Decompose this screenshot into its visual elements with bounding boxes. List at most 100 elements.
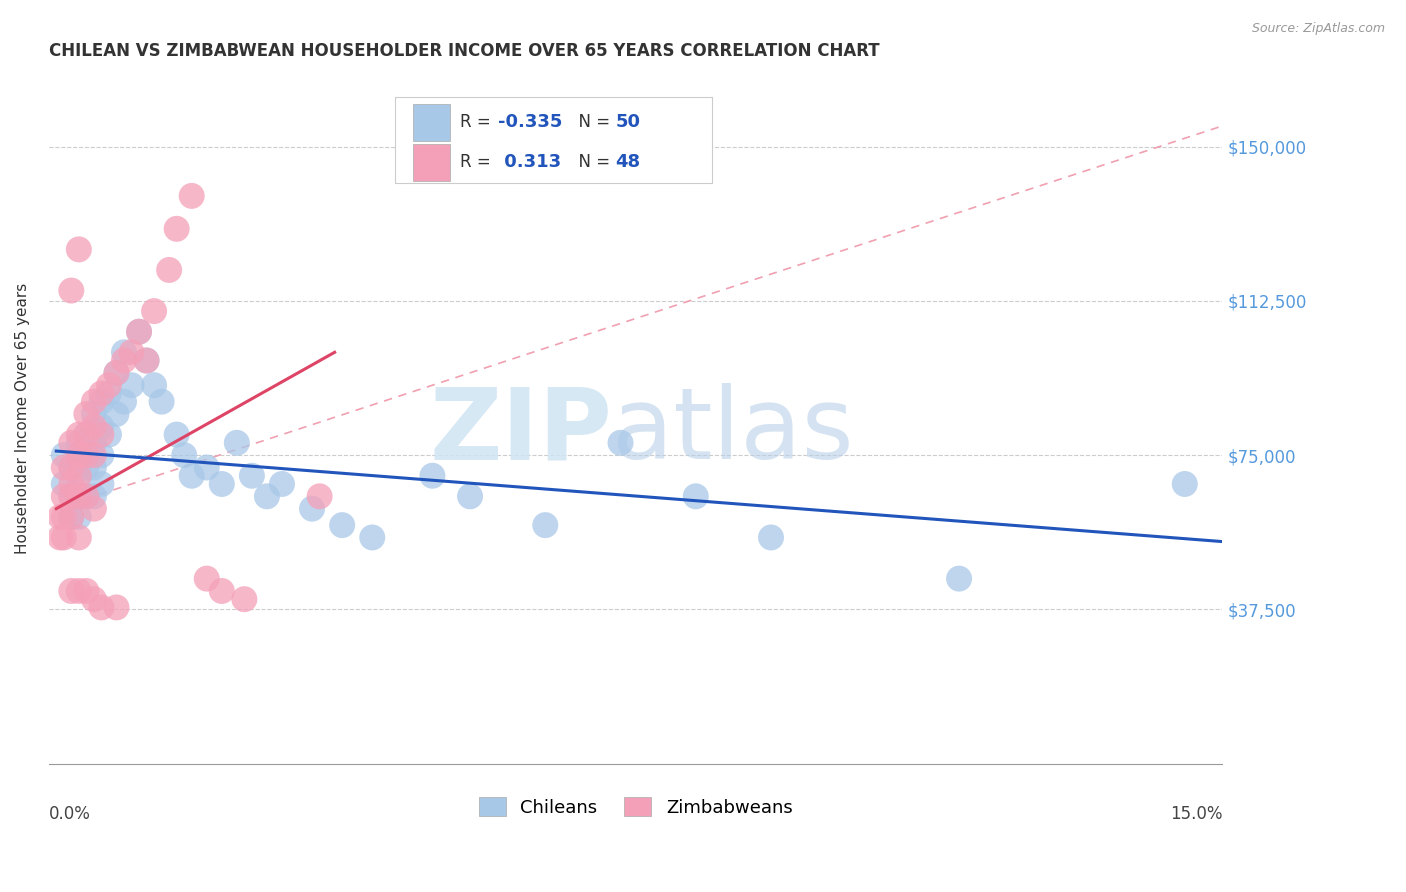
Point — [67, 427, 90, 442]
Point — [67, 531, 90, 545]
Point — [150, 394, 173, 409]
Point — [60, 489, 83, 503]
Text: 15.0%: 15.0% — [1170, 805, 1222, 823]
Point — [83, 435, 105, 450]
Text: CHILEAN VS ZIMBABWEAN HOUSEHOLDER INCOME OVER 65 YEARS CORRELATION CHART: CHILEAN VS ZIMBABWEAN HOUSEHOLDER INCOME… — [49, 42, 879, 60]
Point — [97, 427, 120, 442]
Point — [67, 509, 90, 524]
Text: N =: N = — [568, 113, 614, 131]
Point — [105, 366, 128, 380]
Text: ZIP: ZIP — [429, 384, 612, 481]
Point — [83, 394, 105, 409]
Point — [195, 460, 218, 475]
Point — [135, 353, 157, 368]
Point — [83, 489, 105, 503]
FancyBboxPatch shape — [412, 104, 450, 141]
Point — [1174, 477, 1197, 491]
Point — [60, 460, 83, 475]
Point — [422, 468, 444, 483]
Point — [685, 489, 707, 503]
Point — [52, 460, 75, 475]
Point — [225, 435, 247, 450]
Point — [180, 189, 202, 203]
Point — [67, 435, 90, 450]
Point — [90, 427, 112, 442]
Point — [128, 325, 150, 339]
Text: 50: 50 — [616, 113, 641, 131]
Point — [75, 407, 97, 421]
Point — [67, 489, 90, 503]
Point — [121, 345, 143, 359]
Point — [195, 572, 218, 586]
Y-axis label: Householder Income Over 65 years: Householder Income Over 65 years — [15, 283, 30, 554]
Point — [52, 489, 75, 503]
Point — [52, 477, 75, 491]
Point — [534, 518, 557, 533]
Point — [948, 572, 970, 586]
Point — [240, 468, 263, 483]
Point — [75, 427, 97, 442]
Point — [67, 468, 90, 483]
Point — [60, 584, 83, 599]
Point — [301, 501, 323, 516]
Point — [90, 600, 112, 615]
Point — [83, 407, 105, 421]
Point — [112, 394, 135, 409]
Point — [157, 263, 180, 277]
Point — [211, 584, 233, 599]
Point — [97, 386, 120, 401]
Point — [60, 509, 83, 524]
Point — [105, 600, 128, 615]
Point — [143, 304, 166, 318]
Point — [759, 531, 782, 545]
Point — [75, 448, 97, 462]
Point — [90, 477, 112, 491]
Point — [75, 489, 97, 503]
Point — [60, 435, 83, 450]
Point — [75, 427, 97, 442]
Point — [166, 222, 188, 236]
Legend: Chileans, Zimbabweans: Chileans, Zimbabweans — [471, 790, 800, 824]
Point — [143, 378, 166, 392]
Text: -0.335: -0.335 — [498, 113, 562, 131]
Point — [112, 345, 135, 359]
Point — [173, 448, 195, 462]
FancyBboxPatch shape — [395, 96, 711, 183]
Point — [67, 448, 90, 462]
Text: Source: ZipAtlas.com: Source: ZipAtlas.com — [1251, 22, 1385, 36]
Point — [233, 592, 256, 607]
Point — [75, 584, 97, 599]
Point — [60, 489, 83, 503]
Point — [60, 509, 83, 524]
Point — [128, 325, 150, 339]
Point — [609, 435, 631, 450]
Point — [180, 468, 202, 483]
Point — [75, 489, 97, 503]
Text: atlas: atlas — [612, 384, 853, 481]
Point — [52, 509, 75, 524]
Point — [90, 419, 112, 434]
Point — [135, 353, 157, 368]
Point — [60, 284, 83, 298]
Point — [75, 460, 97, 475]
Point — [83, 592, 105, 607]
Point — [52, 448, 75, 462]
Text: 48: 48 — [616, 153, 641, 171]
Point — [90, 448, 112, 462]
Point — [121, 378, 143, 392]
Point — [211, 477, 233, 491]
Text: R =: R = — [460, 153, 495, 171]
Point — [83, 460, 105, 475]
Point — [105, 366, 128, 380]
Point — [105, 407, 128, 421]
Point — [166, 427, 188, 442]
Point — [67, 243, 90, 257]
Point — [97, 378, 120, 392]
Point — [361, 531, 384, 545]
Point — [83, 419, 105, 434]
Point — [271, 477, 294, 491]
Point — [67, 584, 90, 599]
Point — [67, 468, 90, 483]
Point — [49, 509, 72, 524]
Point — [308, 489, 330, 503]
